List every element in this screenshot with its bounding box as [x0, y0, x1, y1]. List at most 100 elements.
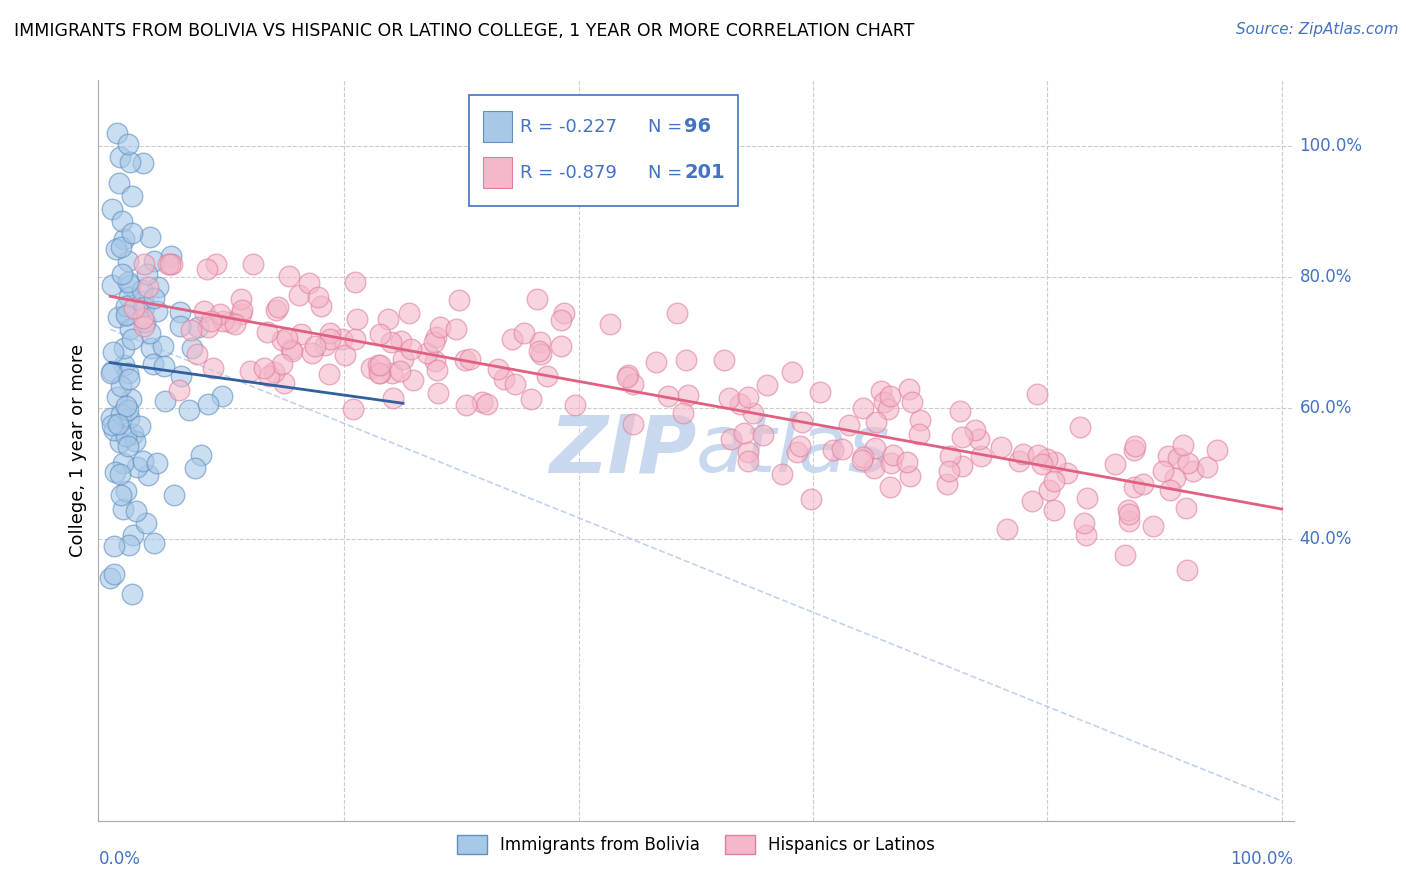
Point	[800, 491, 823, 506]
Point	[477, 397, 499, 411]
Point	[181, 341, 204, 355]
Point	[117, 275, 139, 289]
Point	[100, 417, 122, 432]
Point	[513, 326, 536, 340]
Point	[180, 323, 202, 337]
Point	[335, 348, 357, 362]
Point	[125, 504, 148, 518]
Point	[970, 450, 993, 464]
Point	[110, 379, 132, 393]
Point	[494, 372, 516, 386]
Text: R = -0.227: R = -0.227	[520, 118, 617, 136]
Point	[117, 402, 139, 417]
Point	[121, 587, 143, 601]
Point	[425, 353, 447, 368]
Point	[139, 230, 162, 244]
Point	[231, 307, 253, 321]
Point	[342, 402, 364, 417]
Point	[1104, 458, 1126, 472]
Point	[1175, 563, 1198, 577]
Point	[1152, 464, 1174, 478]
Point	[1177, 456, 1199, 470]
Point	[623, 417, 645, 432]
Point	[950, 458, 973, 473]
Point	[100, 366, 122, 380]
Point	[314, 337, 336, 351]
Point	[1167, 450, 1189, 465]
Point	[118, 538, 141, 552]
Point	[1132, 477, 1154, 491]
Point	[454, 399, 477, 413]
Point	[672, 406, 695, 420]
Point	[143, 291, 166, 305]
Point	[756, 377, 779, 392]
Point	[239, 364, 262, 378]
Point	[527, 344, 550, 359]
Point	[110, 240, 132, 254]
Point	[675, 353, 697, 368]
FancyBboxPatch shape	[484, 112, 512, 143]
Point	[177, 403, 200, 417]
Text: N =: N =	[648, 164, 682, 182]
Point	[429, 319, 451, 334]
Point	[808, 384, 831, 399]
Point	[115, 400, 138, 414]
Point	[530, 347, 553, 361]
Point	[898, 469, 921, 483]
Point	[1164, 471, 1187, 485]
Point	[416, 346, 439, 360]
Point	[111, 456, 134, 470]
Point	[1123, 439, 1146, 453]
Point	[368, 359, 391, 373]
Point	[110, 407, 132, 421]
Text: 100.0%: 100.0%	[1299, 136, 1362, 155]
Point	[851, 453, 873, 467]
Point	[193, 304, 215, 318]
Point	[377, 311, 399, 326]
Point	[209, 307, 232, 321]
Point	[118, 154, 141, 169]
Text: R = -0.879: R = -0.879	[520, 164, 617, 182]
Point	[263, 365, 285, 379]
Point	[136, 467, 159, 482]
Point	[782, 365, 804, 379]
Point	[398, 306, 420, 320]
Point	[645, 354, 668, 368]
Point	[965, 423, 987, 437]
Point	[278, 269, 301, 284]
Point	[501, 332, 523, 346]
Point	[447, 293, 470, 308]
Point	[128, 419, 150, 434]
Point	[752, 427, 775, 442]
Point	[187, 319, 209, 334]
Point	[910, 413, 932, 427]
Point	[520, 392, 543, 407]
Point	[271, 358, 294, 372]
Point	[388, 364, 411, 378]
Point	[486, 362, 509, 376]
Point	[900, 395, 922, 409]
Point	[621, 376, 644, 391]
Point	[786, 445, 808, 459]
Point	[103, 566, 125, 581]
Point	[135, 516, 157, 531]
Point	[346, 311, 368, 326]
Point	[873, 394, 896, 409]
Point	[1012, 447, 1035, 461]
Point	[882, 448, 904, 462]
Point	[1171, 438, 1194, 452]
Point	[117, 411, 139, 425]
Legend: Immigrants from Bolivia, Hispanics or Latinos: Immigrants from Bolivia, Hispanics or La…	[450, 828, 942, 861]
Text: 100.0%: 100.0%	[1230, 850, 1294, 868]
Point	[319, 326, 342, 341]
Point	[370, 366, 392, 380]
Point	[118, 372, 141, 386]
Point	[444, 322, 467, 336]
Point	[896, 455, 918, 469]
Point	[1076, 491, 1098, 505]
Point	[309, 299, 332, 313]
Text: 96: 96	[685, 118, 711, 136]
Text: Source: ZipAtlas.com: Source: ZipAtlas.com	[1236, 22, 1399, 37]
Point	[167, 383, 190, 397]
Point	[304, 339, 326, 353]
